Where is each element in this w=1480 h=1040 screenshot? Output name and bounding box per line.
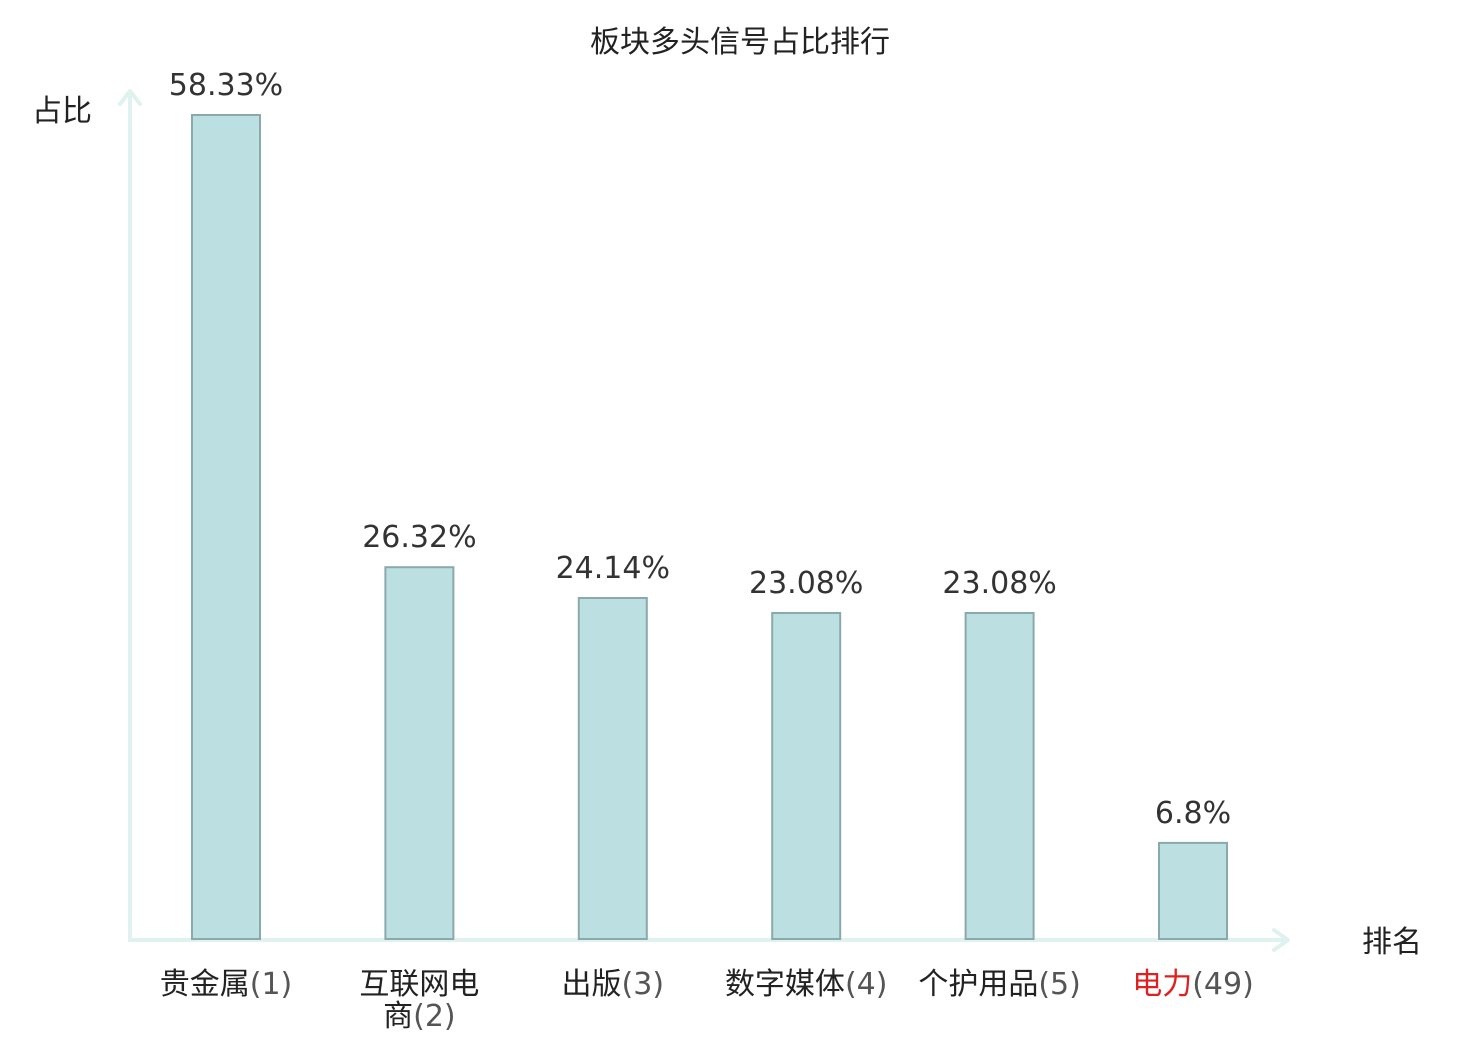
bar-2 xyxy=(384,566,455,940)
tick-label-4: 数字媒体(4) xyxy=(725,967,888,1002)
value-label-1: 58.33% xyxy=(169,68,283,103)
value-label-3: 24.14% xyxy=(556,551,670,586)
bar-3 xyxy=(577,597,648,940)
value-label-2: 26.32% xyxy=(362,520,476,555)
value-labels-group: 58.33% 26.32% 24.14% 23.08% 23.08% 6.8% xyxy=(169,68,1231,831)
tick-label-1: 贵金属(1) xyxy=(160,967,293,1002)
x-axis-arrowhead xyxy=(1272,928,1290,952)
value-label-4: 23.08% xyxy=(749,566,863,601)
tick-labels-group: 贵金属(1) 互联网电商(2) 出版(3) 数字媒体(4) 个护用品(5) 电力(49) xyxy=(160,967,1254,1034)
bars-group xyxy=(191,114,1228,941)
value-label-6: 6.8% xyxy=(1155,796,1231,831)
tick-label-2: 互联网电商(2) xyxy=(359,967,479,1034)
tick-label-3: 出版(3) xyxy=(562,967,665,1002)
value-label-5: 23.08% xyxy=(942,566,1056,601)
bar-1 xyxy=(191,114,261,940)
tick-label-5: 个护用品(5) xyxy=(918,967,1081,1002)
chart-title: 板块多头信号占比排行 xyxy=(590,25,890,60)
x-axis-label: 排名 xyxy=(1362,925,1422,960)
bar-5 xyxy=(964,612,1035,940)
bar-6 xyxy=(1158,841,1228,941)
y-axis-arrowhead xyxy=(118,89,142,106)
bar-4 xyxy=(771,612,842,940)
tick-label-6: 电力(49) xyxy=(1132,967,1254,1002)
y-axis-label: 占比 xyxy=(32,94,92,129)
